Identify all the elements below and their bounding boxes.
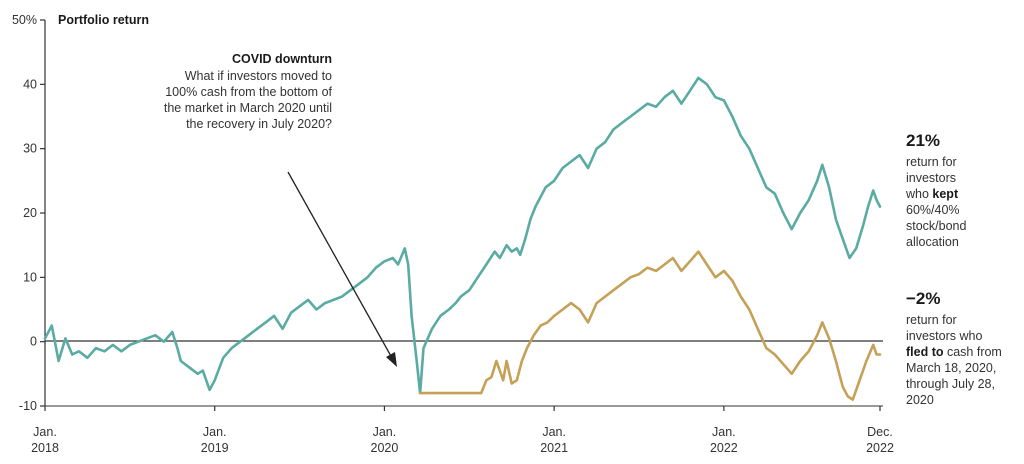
x-tick-label-year: 2021 — [540, 441, 568, 455]
x-tick-label-month: Jan. — [373, 425, 397, 439]
kept-allocation-series-line — [43, 76, 882, 395]
x-tick-label-year: 2022 — [710, 441, 738, 455]
covid-annotation: COVID downturn What if investors moved t… — [164, 52, 397, 367]
x-tick-label-month: Jan. — [542, 425, 566, 439]
fled-line-4: March 18, 2020, — [906, 361, 996, 375]
covid-annotation-line-3: the market in March 2020 until — [164, 101, 332, 115]
kept-line-6: allocation — [906, 235, 959, 249]
fled-to-cash-series-line — [418, 250, 882, 401]
chart-title: Portfolio return — [58, 13, 149, 27]
kept-annotation: 21% return for investors who kept 60%/40… — [905, 131, 967, 249]
covid-arrow-head — [386, 352, 397, 367]
x-tick-label-year: 2022 — [866, 441, 894, 455]
kept-line-5: stock/bond — [906, 219, 967, 233]
kept-line-4: 60%/40% — [906, 203, 960, 217]
x-tick-label-month: Jan. — [203, 425, 227, 439]
kept-line-1: return for — [906, 155, 957, 169]
x-tick-label-year: 2019 — [201, 441, 229, 455]
covid-annotation-line-4: the recovery in July 2020? — [186, 117, 332, 131]
x-tick-label-month: Jan. — [33, 425, 57, 439]
x-tick-label-month: Jan. — [712, 425, 736, 439]
y-axis-ticks: 50% 40 30 20 10 0 -10 — [12, 13, 45, 413]
y-tick-label: 40 — [23, 77, 37, 91]
y-tick-label: 50% — [12, 13, 37, 27]
fled-return-value: −2% — [906, 289, 941, 308]
kept-bold-word: kept — [932, 187, 959, 201]
x-tick-label-month: Dec. — [867, 425, 893, 439]
y-tick-label: 0 — [30, 335, 37, 349]
kept-line-3-prefix: who — [905, 187, 932, 201]
covid-annotation-line-1: What if investors moved to — [185, 69, 332, 83]
y-tick-label: 10 — [23, 270, 37, 284]
fled-line-3-tail: cash from — [944, 345, 1002, 359]
y-tick-label: 30 — [23, 142, 37, 156]
covid-annotation-line-2: 100% cash from the bottom of — [165, 85, 332, 99]
kept-line-3: who kept — [905, 187, 959, 201]
fled-line-2: investors who — [906, 329, 982, 343]
x-tick-label-year: 2020 — [371, 441, 399, 455]
kept-return-value: 21% — [906, 131, 940, 150]
y-tick-label: -10 — [19, 399, 37, 413]
fled-annotation: −2% return for investors who fled to cas… — [906, 289, 1002, 407]
covid-annotation-title: COVID downturn — [232, 52, 332, 66]
fled-line-1: return for — [906, 313, 957, 327]
series-layer — [43, 76, 882, 401]
fled-line-3: fled to cash from — [906, 345, 1002, 359]
fled-line-6: 2020 — [906, 393, 934, 407]
fled-bold-words: fled to — [906, 345, 944, 359]
x-axis-ticks: Jan. 2018 Jan. 2019 Jan. 2020 Jan. 2021 Jan. 2022… — [31, 406, 894, 455]
kept-line-2: investors — [906, 171, 956, 185]
covid-arrow-line — [287, 171, 393, 359]
y-tick-label: 20 — [23, 206, 37, 220]
x-tick-label-year: 2018 — [31, 441, 59, 455]
fled-line-5: through July 28, — [906, 377, 995, 391]
